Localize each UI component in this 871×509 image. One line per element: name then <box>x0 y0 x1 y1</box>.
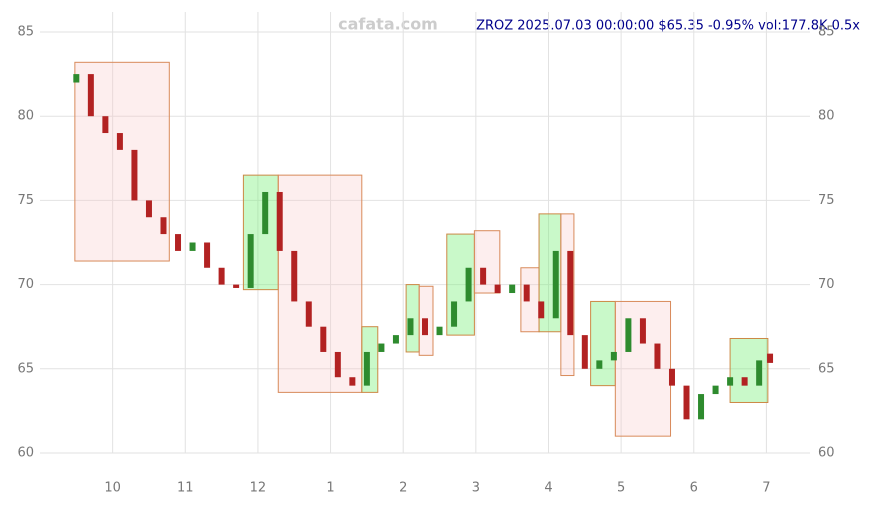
y-tick-label: 85 <box>17 25 34 40</box>
x-tick-label: 10 <box>104 481 121 496</box>
candle <box>756 360 763 386</box>
x-tick-label: 3 <box>472 481 480 496</box>
x-tick-label: 5 <box>617 481 625 496</box>
candle <box>668 368 675 386</box>
candle <box>625 318 632 352</box>
box <box>277 174 363 393</box>
candle <box>320 326 327 352</box>
candle <box>392 335 399 344</box>
candle <box>712 385 719 395</box>
candle <box>160 217 167 235</box>
candle <box>436 326 443 336</box>
y-tick-label-right: 60 <box>818 446 835 461</box>
y-tick-label-right: 75 <box>818 193 835 208</box>
candle <box>767 353 774 363</box>
watermark: cafata.com <box>338 15 438 34</box>
candle <box>378 343 385 352</box>
candle <box>451 301 458 327</box>
candle <box>741 377 748 386</box>
candle <box>698 394 705 420</box>
candle <box>189 242 196 251</box>
candle <box>407 318 414 336</box>
candle <box>422 318 428 336</box>
grid <box>40 12 810 454</box>
y-tick-label: 60 <box>17 446 34 461</box>
candle <box>654 343 661 369</box>
y-tick-label-right: 80 <box>818 109 835 124</box>
candle <box>596 360 603 369</box>
x-tick-label: 4 <box>544 481 552 496</box>
candle <box>87 74 94 117</box>
y-tick-label: 75 <box>17 193 34 208</box>
candle <box>523 284 530 302</box>
candle <box>218 267 225 285</box>
x-tick-label: 7 <box>762 481 770 496</box>
candle <box>494 284 501 294</box>
candle <box>639 318 646 344</box>
candle <box>276 191 283 251</box>
y-tick-label-right: 65 <box>818 361 835 376</box>
box <box>729 337 769 403</box>
box <box>473 230 501 294</box>
candle <box>727 377 734 386</box>
y-tick-label-right: 85 <box>818 25 835 40</box>
x-tick-label: 6 <box>690 481 698 496</box>
box <box>520 267 540 333</box>
y-tick-label-right: 70 <box>818 277 835 292</box>
candle <box>363 351 370 386</box>
candle <box>509 284 516 294</box>
candle <box>145 200 152 218</box>
candle <box>175 234 182 251</box>
y-tick-label: 80 <box>17 109 34 124</box>
y-tick-label: 70 <box>17 277 34 292</box>
candle <box>73 74 80 83</box>
candle <box>262 191 269 235</box>
candle <box>480 267 487 285</box>
candle <box>247 234 254 288</box>
candle <box>683 385 690 420</box>
x-tick-label: 11 <box>177 481 194 496</box>
candle <box>567 250 574 336</box>
candle <box>349 377 356 386</box>
chart-title: ZROZ 2025.07.03 00:00:00 $65.35 -0.95% v… <box>476 19 860 34</box>
candle <box>116 133 123 150</box>
x-tick-label: 12 <box>250 481 267 496</box>
candle <box>538 301 545 319</box>
candle <box>131 149 138 201</box>
candle <box>552 250 559 319</box>
candle <box>610 351 617 361</box>
candle <box>233 284 240 288</box>
candle <box>291 250 298 302</box>
box <box>590 300 616 387</box>
candle <box>102 116 109 134</box>
x-tick-label: 1 <box>326 481 334 496</box>
x-tick-label: 2 <box>399 481 407 496</box>
candle <box>581 335 588 369</box>
candle <box>204 242 211 268</box>
y-tick-label: 65 <box>17 361 34 376</box>
candle <box>334 351 341 378</box>
candle <box>305 301 312 327</box>
candle <box>465 267 472 302</box>
